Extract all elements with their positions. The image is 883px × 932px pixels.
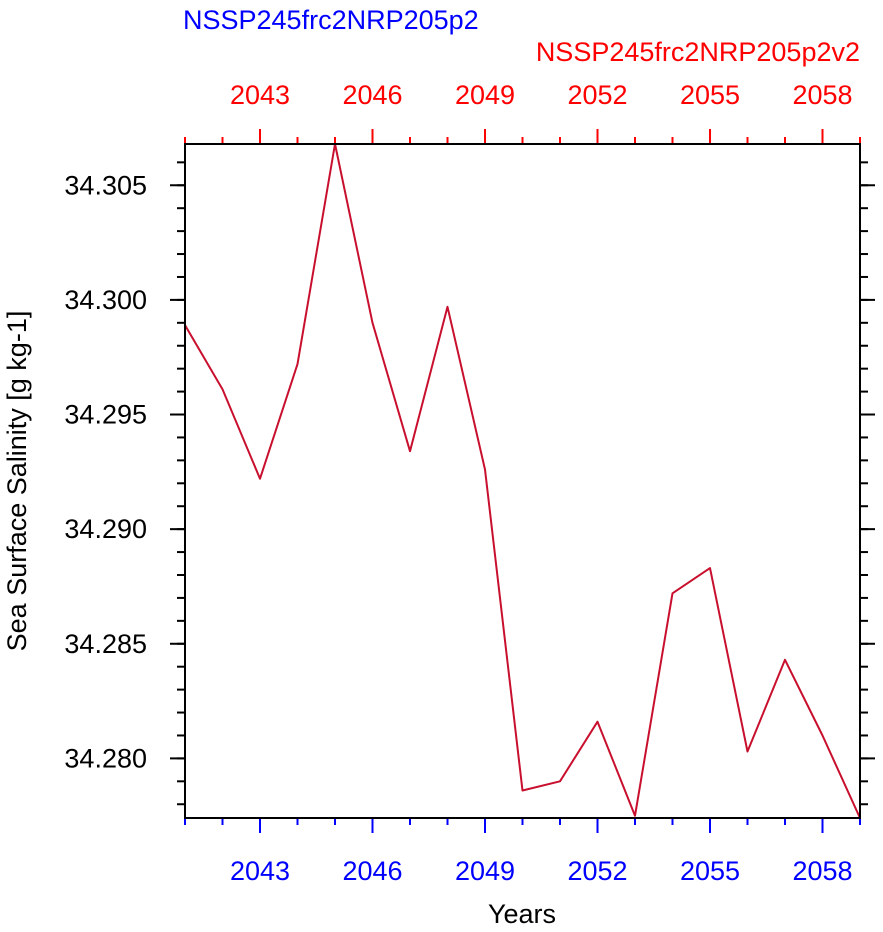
x-axis-label: Years <box>488 899 556 929</box>
plot-frame <box>184 143 861 819</box>
x-tick-label-bottom: 2049 <box>455 856 515 886</box>
y-tick-label: 34.290 <box>64 514 147 544</box>
tick-labels: 2043 2043 2046 2046 2049 2049 2052 2052 2055 2055… <box>64 80 852 886</box>
x-tick-label-top: 2052 <box>567 80 627 110</box>
x-tick-label-bottom: 2058 <box>792 856 852 886</box>
y-tick-label: 34.300 <box>64 285 147 315</box>
y-axis-label: Sea Surface Salinity [g kg-1] <box>2 311 32 652</box>
x-tick-label-bottom: 2052 <box>567 856 627 886</box>
y-tick-label: 34.295 <box>64 400 147 430</box>
x-tick-label-top: 2049 <box>455 80 515 110</box>
x-tick-label-bottom: 2046 <box>342 856 402 886</box>
y-tick-label: 34.280 <box>64 743 147 773</box>
series-line <box>184 143 861 819</box>
series-layer <box>184 143 861 819</box>
x-tick-label-bottom: 2043 <box>230 856 290 886</box>
x-tick-label-top: 2055 <box>680 80 740 110</box>
x-tick-label-top: 2043 <box>230 80 290 110</box>
x-tick-label-bottom: 2055 <box>680 856 740 886</box>
y-tick-label: 34.305 <box>64 170 147 200</box>
x-tick-label-top: 2058 <box>792 80 852 110</box>
chart-title-right: NSSP245frc2NRP205p2v2 <box>536 37 860 67</box>
x-tick-label-top: 2046 <box>342 80 402 110</box>
y-tick-label: 34.285 <box>64 629 147 659</box>
chart-title-left: NSSP245frc2NRP205p2 <box>183 5 479 35</box>
axis-ticks <box>170 129 875 833</box>
